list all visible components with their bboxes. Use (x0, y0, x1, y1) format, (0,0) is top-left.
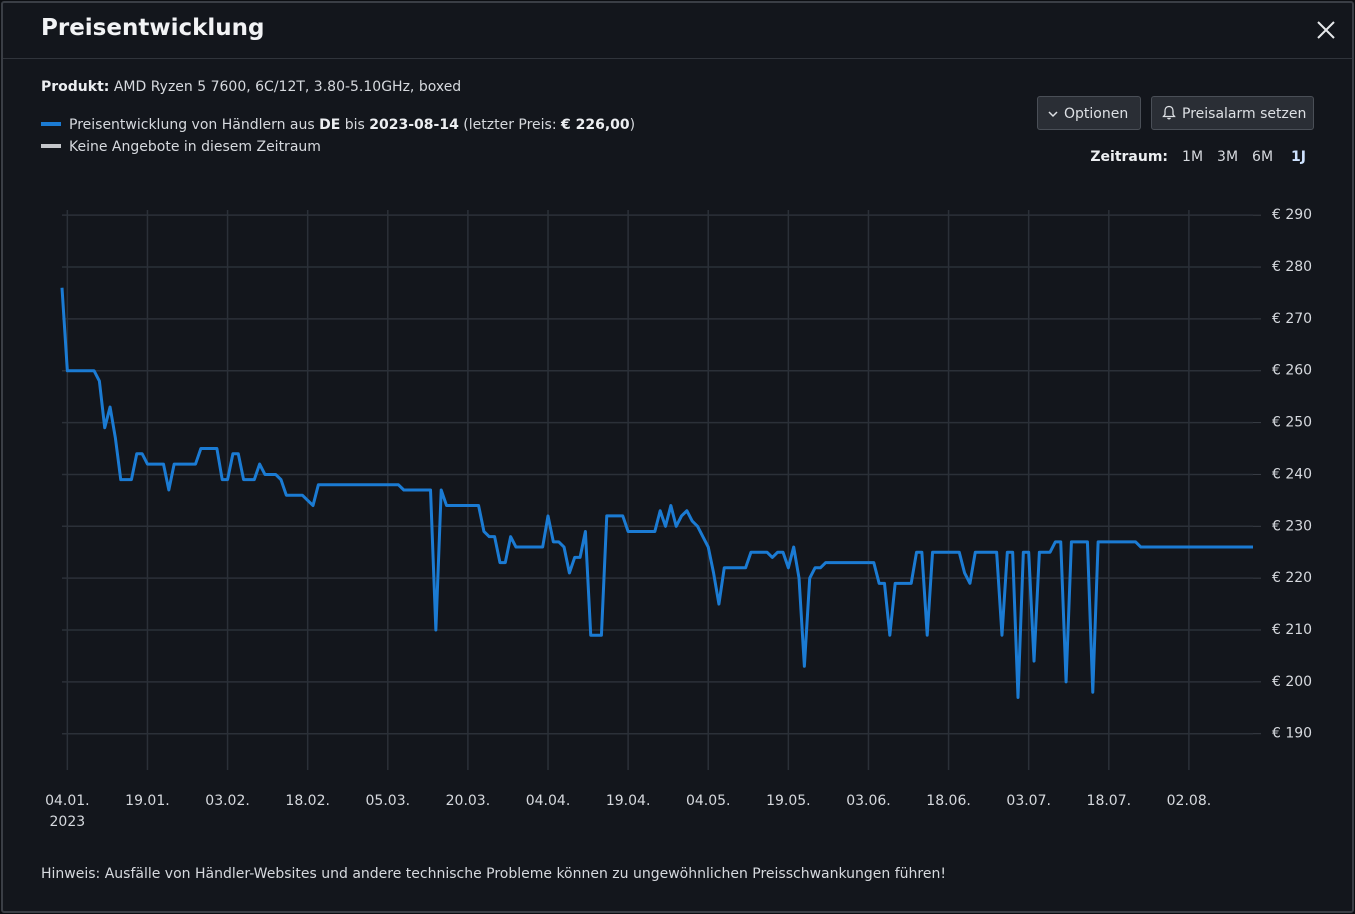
product-line: Produkt: AMD Ryzen 5 7600, 6C/12T, 3.80-… (41, 79, 461, 95)
x-tick-label: 03.06. (846, 793, 891, 809)
options-button[interactable]: Optionen (1037, 96, 1141, 130)
y-tick-label: € 250 (1272, 415, 1312, 431)
x-tick-label: 19.05. (766, 793, 811, 809)
x-tick-label: 18.02. (285, 793, 330, 809)
price-line (60, 287, 1253, 699)
legend-no-offers: Keine Angebote in diesem Zeitraum (41, 139, 321, 155)
price-alarm-button[interactable]: Preisalarm setzen (1151, 96, 1314, 130)
y-tick-label: € 240 (1272, 466, 1312, 482)
x-tick-label: 05.03. (366, 793, 411, 809)
period-option[interactable]: 6M (1252, 149, 1274, 165)
close-button[interactable] (1316, 20, 1336, 40)
button-label: Optionen (1064, 106, 1129, 122)
x-tick-label: 19.01. (125, 793, 170, 809)
y-tick-label: € 190 (1272, 726, 1312, 742)
legend-price: Preisentwicklung von Händlern aus DE bis… (41, 117, 635, 133)
y-tick-label: € 220 (1272, 570, 1312, 586)
legend-text: DE (319, 117, 341, 133)
x-tick-label: 04.01. (45, 793, 90, 809)
x-tick-label: 03.02. (205, 793, 250, 809)
y-tick-label: € 260 (1272, 363, 1312, 379)
x-tick-label: 18.07. (1087, 793, 1132, 809)
legend-text: Preisentwicklung von Händlern aus (69, 117, 320, 133)
legend-swatch (41, 122, 61, 126)
y-tick-label: € 290 (1272, 207, 1312, 223)
y-tick-label: € 230 (1272, 518, 1312, 534)
y-tick-label: € 210 (1272, 622, 1312, 638)
y-tick-label: € 270 (1272, 311, 1312, 327)
button-label: Preisalarm setzen (1182, 106, 1307, 122)
x-tick-label: 02.08. (1167, 793, 1212, 809)
legend-text: 2023-08-14 (369, 117, 459, 133)
legend-text: ) (629, 117, 636, 133)
x-tick-label: 04.04. (526, 793, 571, 809)
x-tick-label: 04.05. (686, 793, 731, 809)
x-tick-label: 19.04. (606, 793, 651, 809)
legend-text: Keine Angebote in diesem Zeitraum (69, 139, 321, 155)
period-option[interactable]: 1M (1182, 149, 1204, 165)
footnote: Hinweis: Ausfälle von Händler-Websites u… (41, 866, 946, 882)
y-tick-label: € 200 (1272, 674, 1312, 690)
legend-text: bis (340, 117, 370, 133)
period-option-selected[interactable]: 1J (1291, 149, 1306, 165)
legend-text: (letzter Preis: (458, 117, 562, 133)
period-option[interactable]: 3M (1217, 149, 1239, 165)
x-year-label: 2023 (50, 814, 86, 830)
period-label: Zeitraum: (1090, 149, 1169, 165)
dialog-title: Preisentwicklung (41, 15, 265, 41)
y-tick-label: € 280 (1272, 259, 1312, 275)
x-tick-label: 20.03. (446, 793, 491, 809)
chevron-icon (1048, 111, 1058, 118)
bell-icon (1162, 105, 1176, 120)
x-tick-label: 18.06. (926, 793, 971, 809)
title-bar: Preisentwicklung (3, 3, 1352, 59)
legend-text: € 226,00 (561, 117, 630, 133)
legend-swatch (41, 144, 61, 148)
period-selector: Zeitraum: 1M 3M 6M 1J (1090, 149, 1306, 165)
product-label: Produkt: (41, 79, 110, 95)
product-name: AMD Ryzen 5 7600, 6C/12T, 3.80-5.10GHz, … (113, 79, 462, 95)
x-tick-label: 03.07. (1006, 793, 1051, 809)
